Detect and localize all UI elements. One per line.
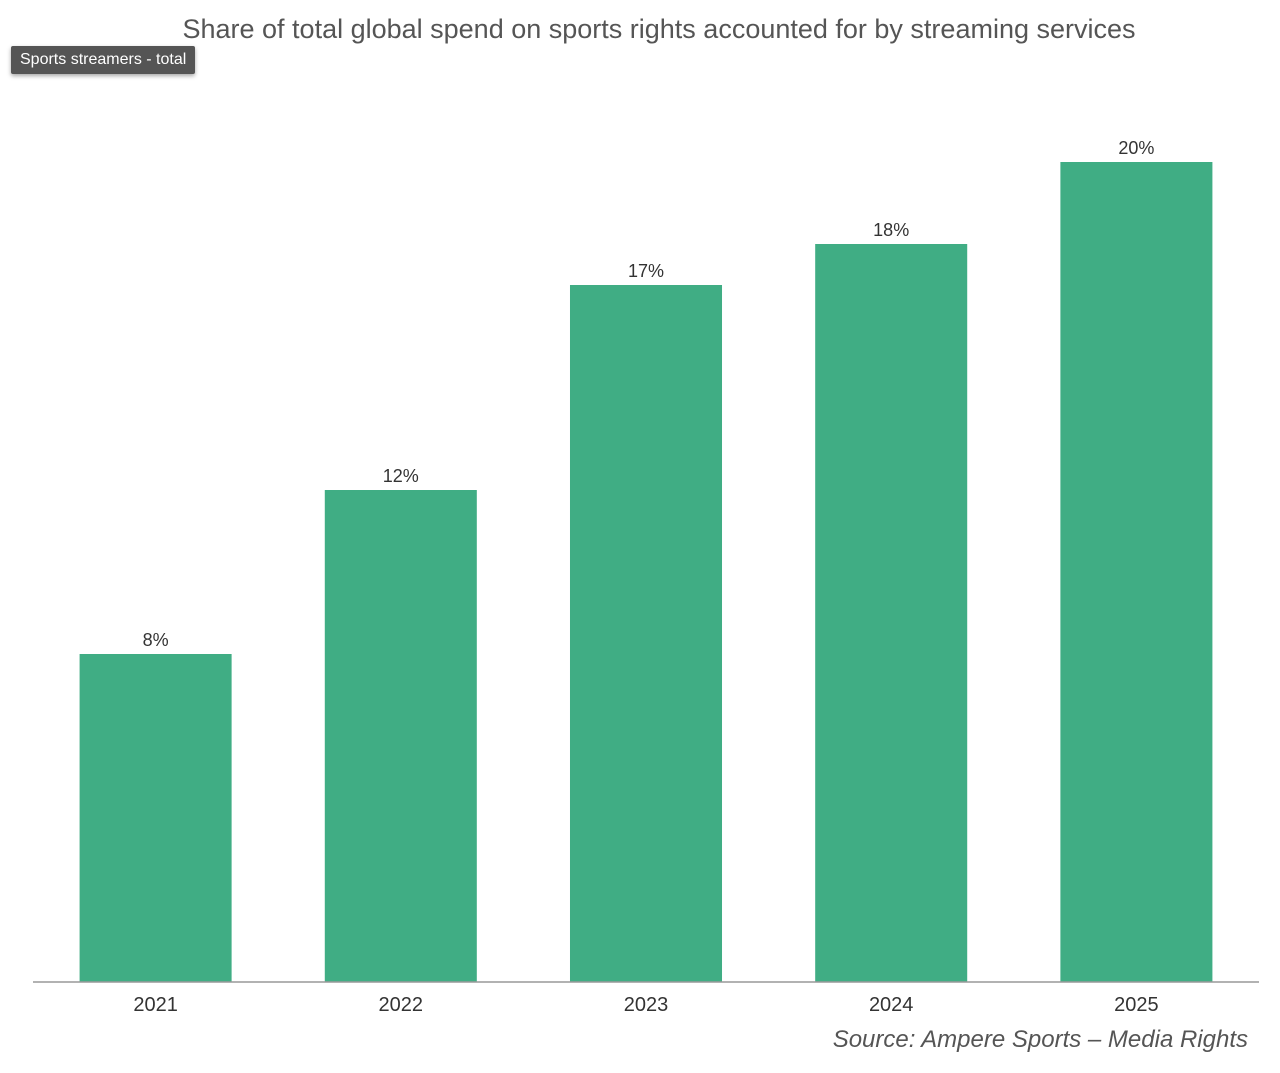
data-label-2021: 8% (143, 630, 169, 650)
x-tick-label-2024: 2024 (869, 994, 914, 1016)
bar-2021[interactable] (79, 654, 232, 982)
x-tick-label-2021: 2021 (133, 994, 178, 1016)
data-label-2025: 20% (1118, 138, 1154, 158)
chart-title: Share of total global spend on sports ri… (182, 14, 1136, 44)
bar-2023[interactable] (569, 285, 723, 982)
legend-item-sports-streamers[interactable]: Sports streamers - total (11, 46, 196, 74)
data-labels-layer: 8% 12% 17% 18% 20% (143, 138, 1155, 650)
x-tick-label-2022: 2022 (379, 994, 424, 1016)
bar-2024[interactable] (815, 244, 968, 982)
x-tick-labels-layer: 2021 2022 2023 2024 2025 (133, 994, 1158, 1016)
x-tick-label-2025: 2025 (1114, 994, 1159, 1016)
bar-2025[interactable] (1060, 162, 1213, 982)
data-label-2022: 12% (383, 466, 419, 486)
data-label-2023: 17% (628, 261, 664, 281)
bar-2022[interactable] (324, 490, 477, 982)
source-note: Source: Ampere Sports – Media Rights (832, 1026, 1248, 1053)
x-tick-label-2023: 2023 (624, 994, 669, 1016)
bars-layer (79, 162, 1213, 982)
data-label-2024: 18% (873, 220, 909, 240)
